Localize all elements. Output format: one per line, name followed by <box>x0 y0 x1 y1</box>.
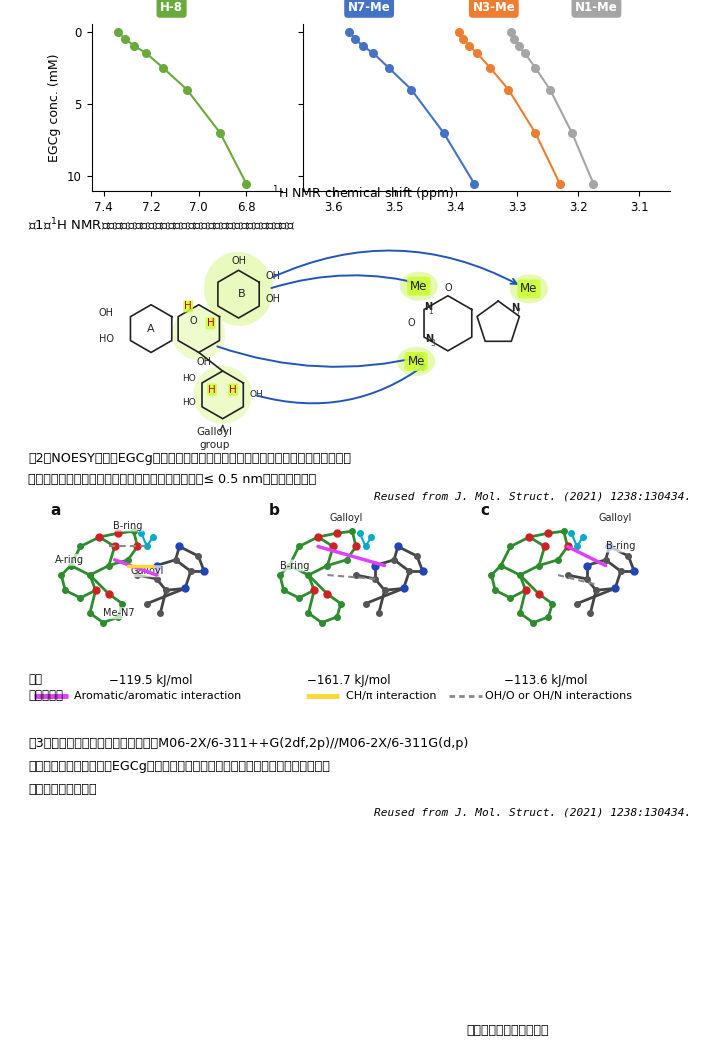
Text: Me-N7: Me-N7 <box>103 608 134 618</box>
Text: Aromatic/aromatic interaction: Aromatic/aromatic interaction <box>74 691 241 702</box>
Text: Galloyl: Galloyl <box>130 566 164 577</box>
Ellipse shape <box>193 366 252 424</box>
Ellipse shape <box>397 347 435 376</box>
Text: a: a <box>50 504 61 518</box>
Text: −113.6 kJ/mol: −113.6 kJ/mol <box>504 674 587 687</box>
Text: Galloyl: Galloyl <box>599 513 632 523</box>
Text: Me: Me <box>520 282 538 296</box>
Text: OH: OH <box>265 295 280 304</box>
Text: 7: 7 <box>515 308 520 317</box>
Text: B-ring: B-ring <box>281 561 309 570</box>
Text: エネルギー: エネルギー <box>28 689 63 702</box>
Text: Reused from J. Mol. Struct. (2021) 1238:130434.: Reused from J. Mol. Struct. (2021) 1238:… <box>374 808 691 817</box>
Text: B-ring: B-ring <box>114 520 142 531</box>
Ellipse shape <box>204 252 273 325</box>
Text: H-8: H-8 <box>160 1 183 14</box>
Text: B-ring: B-ring <box>606 542 635 551</box>
Text: b: b <box>269 504 279 518</box>
Text: OH: OH <box>99 307 114 318</box>
Text: −119.5 kJ/mol: −119.5 kJ/mol <box>109 674 192 687</box>
Text: CH/π interaction: CH/π interaction <box>346 691 436 702</box>
Ellipse shape <box>172 307 226 360</box>
Text: HO: HO <box>183 374 196 384</box>
Text: N: N <box>511 303 520 314</box>
Ellipse shape <box>400 271 438 301</box>
Text: （氏原ともみ、林宣之）: （氏原ともみ、林宣之） <box>466 1024 549 1037</box>
Text: 図3　水分子を実体として取り扱い、M06-2X/6-311++G(2df,2p)//M06-2X/6-311G(d,p): 図3 水分子を実体として取り扱い、M06-2X/6-311++G(2df,2p)… <box>28 737 469 749</box>
Text: O: O <box>407 318 415 329</box>
Text: N7-Me: N7-Me <box>348 1 391 14</box>
Text: レベルで計算されたEGCg／カフェイン複合体構造とその結合エネルギーおよび: レベルで計算されたEGCg／カフェイン複合体構造とその結合エネルギーおよび <box>28 760 330 773</box>
Text: OH: OH <box>231 257 246 266</box>
Text: 1: 1 <box>428 307 432 316</box>
Text: Galloyl: Galloyl <box>330 513 363 523</box>
Text: c: c <box>480 504 489 518</box>
Text: A-ring: A-ring <box>54 554 83 565</box>
Text: B: B <box>238 289 245 299</box>
Text: $^{1}$H NMR chemical shift (ppm): $^{1}$H NMR chemical shift (ppm) <box>272 184 454 204</box>
Text: 矢印で結ばれた分子間のプロトン同士は近接（≤ 0.5 nm）して位置する: 矢印で結ばれた分子間のプロトン同士は近接（≤ 0.5 nm）して位置する <box>28 473 317 485</box>
Text: OH: OH <box>197 356 212 367</box>
Text: Galloyl: Galloyl <box>197 427 233 437</box>
Text: Me: Me <box>410 280 427 293</box>
Text: 結合: 結合 <box>28 673 42 686</box>
Text: H: H <box>184 301 192 312</box>
Text: OH: OH <box>265 270 280 281</box>
Text: HO: HO <box>183 399 196 407</box>
Text: H: H <box>208 385 216 394</box>
Text: H: H <box>229 385 237 394</box>
Text: 3: 3 <box>431 339 435 348</box>
Ellipse shape <box>510 275 548 303</box>
Text: OH: OH <box>249 390 263 400</box>
Text: group: group <box>200 440 230 449</box>
Text: N: N <box>424 302 432 313</box>
Text: N: N <box>425 334 434 344</box>
Text: 図2　NOESY実験でEGCgとカフェインの分子間に観測されたクロスピーク（矢印）: 図2 NOESY実験でEGCgとカフェインの分子間に観測されたクロスピーク（矢印… <box>28 452 351 464</box>
Text: OH/O or OH/N interactions: OH/O or OH/N interactions <box>485 691 632 702</box>
Y-axis label: EGCg conc. (mM): EGCg conc. (mM) <box>49 53 61 162</box>
Text: Me: Me <box>407 355 425 368</box>
Text: 分子間相互作用: 分子間相互作用 <box>28 783 97 796</box>
Text: H: H <box>207 318 214 329</box>
Text: Reused from J. Mol. Struct. (2021) 1238:130434.: Reused from J. Mol. Struct. (2021) 1238:… <box>374 492 691 501</box>
Text: HO: HO <box>99 334 114 344</box>
Text: A: A <box>147 323 155 334</box>
Text: N3-Me: N3-Me <box>472 1 515 14</box>
Text: 図1　$^{1}$H NMR滴定実験にて観測されたカフェインプロトンの化学シフトの変化: 図1 $^{1}$H NMR滴定実験にて観測されたカフェインプロトンの化学シフト… <box>28 216 295 233</box>
Text: O: O <box>190 316 197 325</box>
Text: −161.7 kJ/mol: −161.7 kJ/mol <box>307 674 391 687</box>
Text: N1-Me: N1-Me <box>575 1 618 14</box>
Text: O: O <box>444 283 452 293</box>
